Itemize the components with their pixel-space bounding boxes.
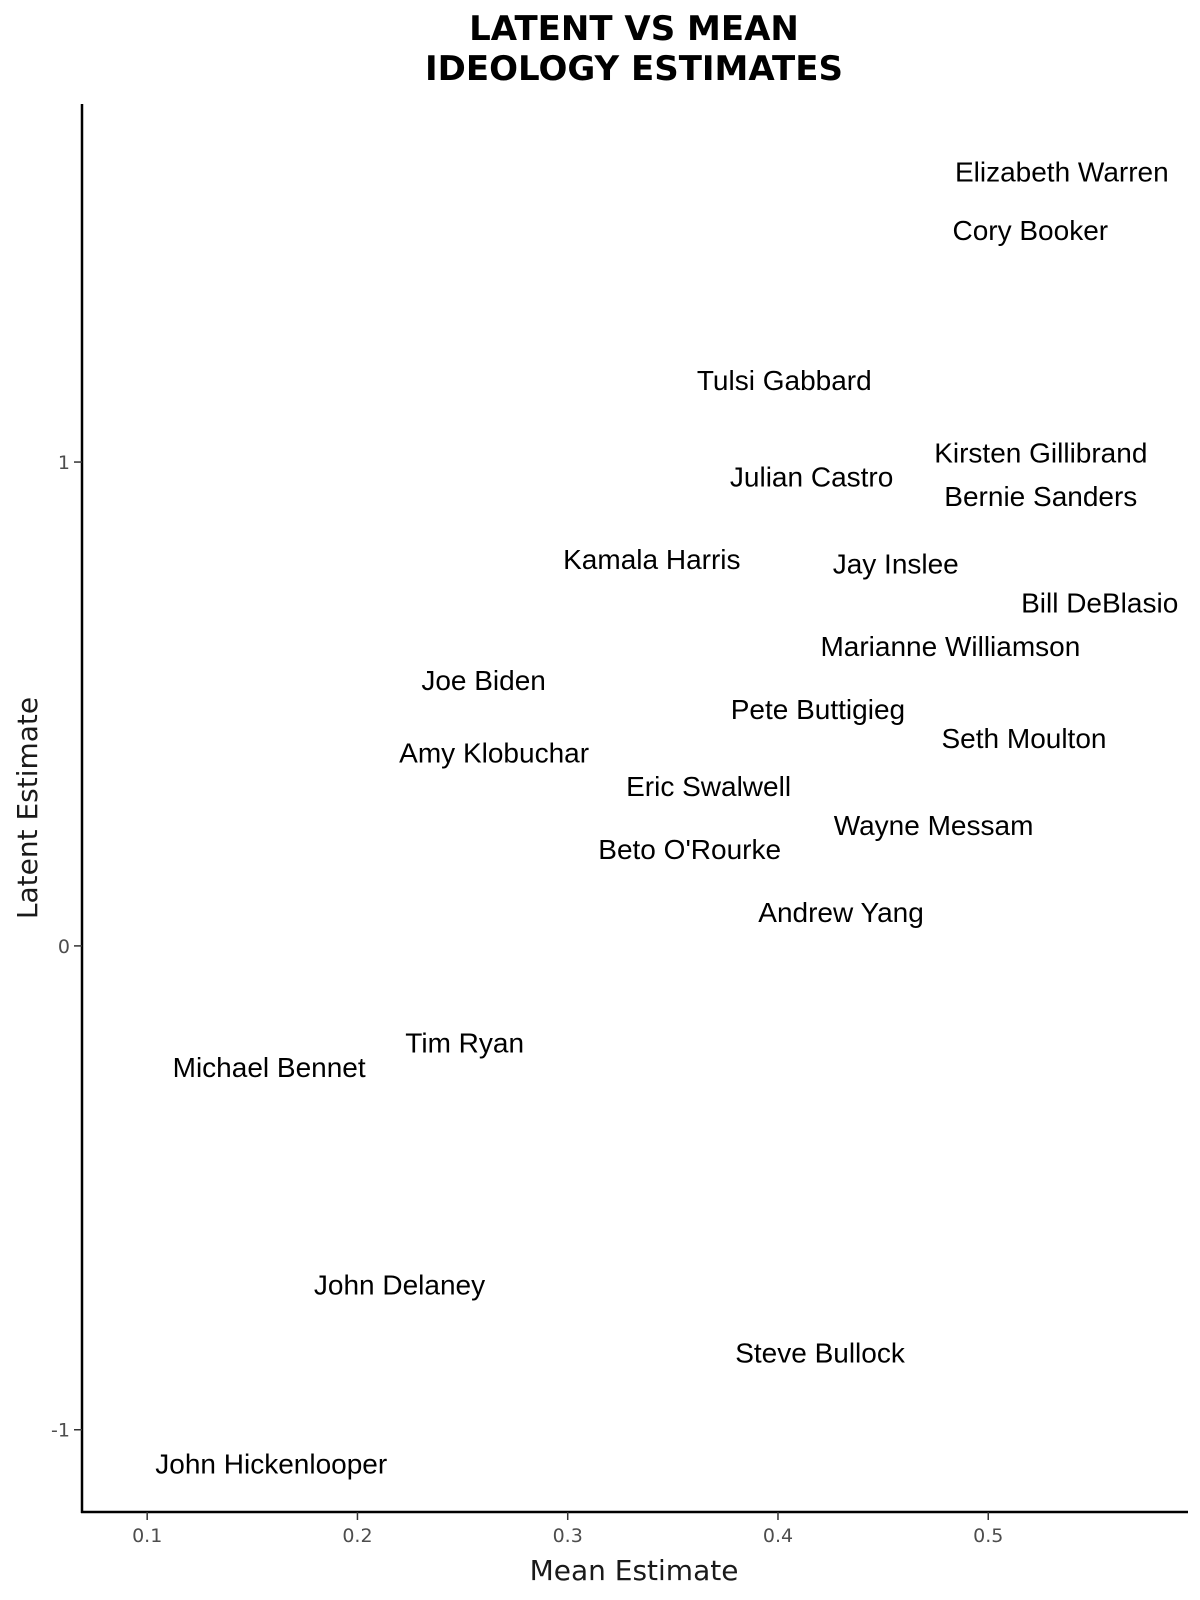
x-axis-ticks: 0.1 0.2 0.3 0.4 0.5 bbox=[132, 1512, 1003, 1547]
point-label: Wayne Messam bbox=[834, 810, 1034, 841]
point-label: Cory Booker bbox=[952, 215, 1108, 246]
y-tick-label: 1 bbox=[58, 452, 70, 474]
point-label: Andrew Yang bbox=[758, 897, 924, 928]
x-tick-label: 0.2 bbox=[342, 1525, 372, 1547]
point-label: Seth Moulton bbox=[941, 723, 1106, 754]
point-label: John Delaney bbox=[314, 1270, 485, 1301]
chart-title-line-2: IDEOLOGY ESTIMATES bbox=[425, 49, 843, 89]
y-axis-title: Latent Estimate bbox=[11, 697, 44, 919]
point-label: Tim Ryan bbox=[405, 1028, 524, 1059]
y-tick-label: 0 bbox=[58, 936, 70, 958]
point-label: Eric Swalwell bbox=[626, 771, 791, 802]
point-label: Tulsi Gabbard bbox=[697, 365, 872, 396]
x-tick-label: 0.5 bbox=[973, 1525, 1003, 1547]
point-label: Kirsten Gillibrand bbox=[934, 437, 1147, 468]
point-label: Elizabeth Warren bbox=[955, 157, 1169, 188]
point-label: Jay Inslee bbox=[833, 549, 959, 580]
point-label: Marianne Williamson bbox=[820, 631, 1080, 662]
x-tick-label: 0.4 bbox=[763, 1525, 793, 1547]
point-label: Bernie Sanders bbox=[944, 481, 1137, 512]
point-label: Kamala Harris bbox=[563, 544, 740, 575]
point-label: Pete Buttigieg bbox=[731, 694, 905, 725]
point-label: Michael Bennet bbox=[173, 1052, 366, 1083]
x-tick-label: 0.3 bbox=[553, 1525, 583, 1547]
point-label: Julian Castro bbox=[730, 462, 893, 493]
x-tick-label: 0.1 bbox=[132, 1525, 162, 1547]
point-label: John Hickenlooper bbox=[155, 1449, 387, 1480]
point-labels: Elizabeth Warren Cory Booker Tulsi Gabbard… bbox=[155, 157, 1178, 1480]
point-label: Steve Bullock bbox=[735, 1337, 906, 1368]
y-axis-ticks: -1 0 1 bbox=[51, 452, 82, 1442]
chart-title-line-1: LATENT VS MEAN bbox=[469, 9, 799, 49]
point-label: Amy Klobuchar bbox=[399, 737, 589, 768]
point-label: Beto O'Rourke bbox=[598, 834, 781, 865]
point-label: Bill DeBlasio bbox=[1021, 587, 1178, 618]
x-axis-title: Mean Estimate bbox=[530, 1554, 739, 1587]
y-tick-label: -1 bbox=[51, 1420, 70, 1442]
point-label: Joe Biden bbox=[421, 665, 546, 696]
